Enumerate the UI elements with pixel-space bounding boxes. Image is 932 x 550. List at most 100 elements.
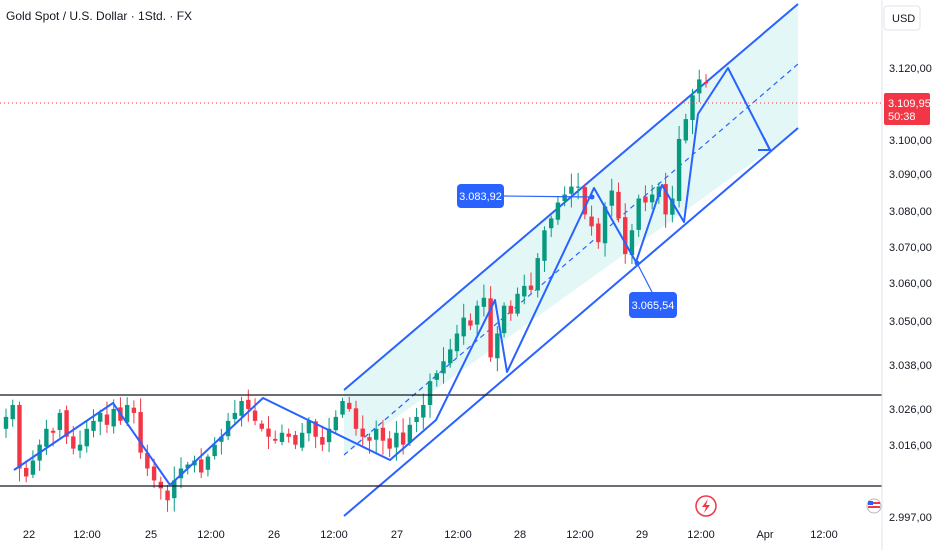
callout-label: 3.083,92 <box>459 191 502 203</box>
price-callout[interactable]: 3.065,54 <box>629 260 677 319</box>
candle <box>703 74 709 88</box>
callout-pointer <box>503 195 593 198</box>
candle <box>649 184 655 210</box>
currency-button[interactable] <box>883 5 921 31</box>
candle <box>373 420 379 453</box>
candle <box>273 430 278 444</box>
candle <box>515 287 520 317</box>
candle <box>407 417 413 446</box>
candle <box>596 217 601 249</box>
candle <box>138 398 143 459</box>
candle <box>697 69 702 103</box>
candle <box>198 448 204 479</box>
current-price-badge: 3.109,95 50:38 <box>884 93 931 125</box>
candle <box>542 226 547 272</box>
callout-pointer <box>636 262 653 293</box>
candle <box>623 203 628 264</box>
price-countdown: 50:38 <box>888 111 916 123</box>
us-flag-icon <box>866 498 882 514</box>
candle <box>528 272 534 294</box>
candle <box>501 302 507 338</box>
candle <box>676 126 682 208</box>
candle <box>326 417 332 453</box>
x-tick-label: 25 <box>145 529 157 541</box>
candle <box>582 183 588 220</box>
channel-lower-line[interactable] <box>343 127 799 517</box>
candle <box>225 412 231 441</box>
candle <box>569 173 574 208</box>
callout-box <box>457 184 504 208</box>
y-tick-label: 3.090,00 <box>889 169 932 181</box>
callout-label: 3.065,54 <box>632 300 675 312</box>
y-tick-label: 3.120,00 <box>889 63 932 75</box>
x-tick-label: 26 <box>268 529 280 541</box>
x-tick-label: 22 <box>23 529 35 541</box>
lightning-icon[interactable] <box>695 495 717 517</box>
x-tick-label: 28 <box>514 529 526 541</box>
candle <box>616 182 621 223</box>
candle <box>131 400 137 424</box>
candle <box>353 400 359 436</box>
candle <box>320 425 325 452</box>
candle <box>488 286 493 362</box>
price-annotations[interactable]: 3.083,92 3.065,54 <box>457 184 677 318</box>
candle <box>37 439 42 471</box>
time-axis[interactable]: 22 12:00 25 12:00 26 12:00 27 12:00 28 12:00 29 12:… <box>0 519 882 541</box>
candle <box>690 88 695 135</box>
candle <box>91 409 96 438</box>
candle <box>158 476 164 500</box>
candle <box>232 399 238 425</box>
candle <box>57 409 63 438</box>
arrow-head <box>758 137 772 151</box>
candle <box>333 410 339 434</box>
candle <box>23 460 29 483</box>
callout-dot <box>589 194 595 200</box>
price-callout[interactable]: 3.083,92 <box>457 184 595 208</box>
candle <box>468 313 473 331</box>
x-tick-label: 27 <box>391 529 403 541</box>
candle <box>98 409 103 436</box>
candle <box>441 347 446 384</box>
callout-box <box>629 292 677 318</box>
channel-mid-line[interactable] <box>343 63 799 456</box>
y-tick-label: 3.080,00 <box>889 206 932 218</box>
y-tick-label: 3.016,00 <box>889 440 932 452</box>
y-tick-label: 3.070,00 <box>889 242 932 254</box>
candle <box>17 401 22 482</box>
candle <box>602 202 608 257</box>
candle <box>340 397 345 418</box>
candle <box>522 274 527 305</box>
x-tick-label: 12:00 <box>444 529 472 541</box>
candle <box>387 431 392 457</box>
candle <box>609 178 614 217</box>
chart-title: Gold Spot / U.S. Dollar · 1Std. · FX <box>6 9 193 23</box>
x-tick-label: 12:00 <box>810 529 838 541</box>
candle <box>252 398 258 426</box>
candle <box>629 223 635 265</box>
candle <box>589 205 594 236</box>
ascending-channel[interactable] <box>343 3 799 517</box>
candle <box>683 113 689 144</box>
candle <box>145 444 150 477</box>
candle <box>427 373 433 418</box>
candle <box>84 419 89 453</box>
price-axis[interactable]: USD 3.120,00 3.100,00 3.090,00 3.080,00 3.07… <box>881 0 932 550</box>
candle <box>239 396 244 427</box>
candle <box>421 393 426 430</box>
candle <box>380 419 386 455</box>
candles-layer <box>3 69 709 512</box>
zigzag-path[interactable] <box>13 67 771 486</box>
candle <box>360 415 365 446</box>
candle <box>575 172 581 200</box>
candle <box>548 215 554 237</box>
candle <box>293 431 298 450</box>
candle <box>448 338 453 368</box>
candle <box>165 484 170 512</box>
candle <box>535 253 540 298</box>
candle <box>495 326 500 372</box>
candle <box>636 194 641 237</box>
candle <box>414 407 419 433</box>
candle <box>474 300 480 336</box>
candle <box>219 428 224 455</box>
